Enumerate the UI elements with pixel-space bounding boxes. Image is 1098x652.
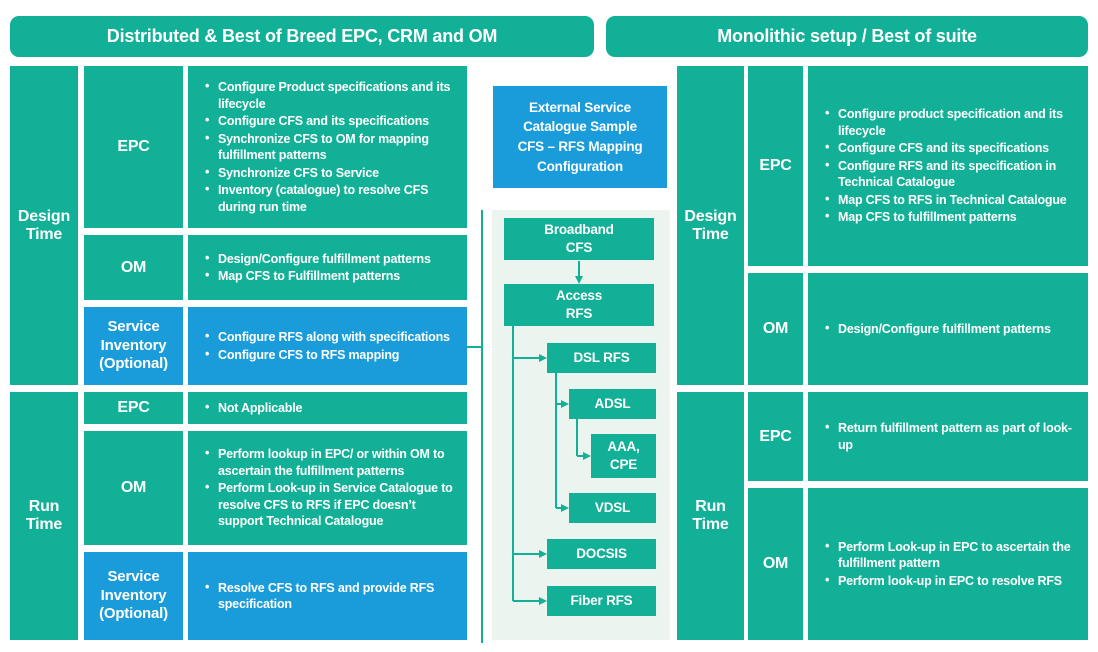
bullet-list: Design/Configure fulfillment patterns — [808, 314, 1055, 345]
bullet-list: Perform lookup in EPC/ or within OM to a… — [188, 439, 467, 537]
bullet-item: Perform Look-up in Service Catalogue to … — [205, 479, 463, 530]
left-run-epc-content: Not Applicable — [188, 392, 467, 424]
right-panel-header: Monolithic setup / Best of suite — [606, 16, 1088, 57]
bullet-list: Configure product specification and its … — [808, 99, 1088, 233]
left-design-service-inventory-label: Service Inventory (Optional) — [84, 307, 183, 385]
left-design-service-inventory-content: Configure RFS along with specificationsC… — [188, 307, 467, 385]
flow-node-docsis: DOCSIS — [547, 539, 656, 569]
bullet-item: Design/Configure fulfillment patterns — [825, 320, 1051, 338]
bullet-item: Map CFS to Fulfillment patterns — [205, 267, 431, 285]
bullet-item: Configure CFS to RFS mapping — [205, 346, 450, 364]
flow-node-fiber-rfs: Fiber RFS — [547, 586, 656, 616]
bullet-list: Design/Configure fulfillment patternsMap… — [188, 244, 435, 292]
left-design-om-label: OM — [84, 235, 183, 300]
flow-node-dsl-rfs: DSL RFS — [547, 343, 656, 373]
flow-node-vdsl: VDSL — [569, 493, 656, 523]
bullet-list: Not Applicable — [188, 393, 306, 424]
left-run-om-label: OM — [84, 431, 183, 545]
right-run-epc-content: Return fulfillment pattern as part of lo… — [808, 392, 1088, 481]
left-design-epc-content: Configure Product specifications and its… — [188, 66, 467, 228]
bullet-item: Configure CFS and its specifications — [825, 139, 1084, 157]
right-run-om-label: OM — [748, 488, 803, 640]
right-design-epc-label: EPC — [748, 66, 803, 266]
bullet-item: Synchronize CFS to Service — [205, 164, 463, 182]
bullet-item: Perform look-up in EPC to resolve RFS — [825, 572, 1084, 590]
bullet-item: Configure RFS and its specification in T… — [825, 157, 1084, 191]
bullet-item: Perform lookup in EPC/ or within OM to a… — [205, 445, 463, 479]
left-run-epc-label: EPC — [84, 392, 183, 424]
flow-node-aaa-cpe: AAA, CPE — [591, 434, 656, 478]
left-design-om-content: Design/Configure fulfillment patternsMap… — [188, 235, 467, 300]
bullet-list: Perform Look-up in EPC to ascertain the … — [808, 532, 1088, 597]
bullet-item: Map CFS to RFS in Technical Catalogue — [825, 191, 1084, 209]
left-run-om-content: Perform lookup in EPC/ or within OM to a… — [188, 431, 467, 545]
service-inventory-horizontal-connector — [467, 346, 483, 348]
right-run-om-content: Perform Look-up in EPC to ascertain the … — [808, 488, 1088, 640]
flow-node-adsl: ADSL — [569, 389, 656, 419]
bullet-list: Return fulfillment pattern as part of lo… — [808, 413, 1088, 460]
external-service-catalogue-callout: External Service Catalogue Sample CFS – … — [493, 86, 667, 188]
right-design-time-label: Design Time — [677, 66, 744, 385]
right-design-epc-content: Configure product specification and its … — [808, 66, 1088, 266]
left-panel-header: Distributed & Best of Breed EPC, CRM and… — [10, 16, 594, 57]
bullet-item: Configure RFS along with specifications — [205, 328, 450, 346]
service-inventory-spine-connector — [481, 210, 483, 643]
left-run-time-label: Run Time — [10, 392, 78, 640]
bullet-item: Configure CFS and its specifications — [205, 112, 463, 130]
right-design-om-content: Design/Configure fulfillment patterns — [808, 273, 1088, 385]
left-design-time-label: Design Time — [10, 66, 78, 385]
bullet-item: Inventory (catalogue) to resolve CFS dur… — [205, 181, 463, 215]
bullet-item: Not Applicable — [205, 399, 302, 417]
bullet-item: Configure Product specifications and its… — [205, 78, 463, 112]
flow-node-access-rfs: Access RFS — [504, 284, 654, 326]
bullet-list: Configure Product specifications and its… — [188, 72, 467, 222]
bullet-item: Map CFS to fulfillment patterns — [825, 208, 1084, 226]
left-design-epc-label: EPC — [84, 66, 183, 228]
flow-node-broadband-cfs: Broadband CFS — [504, 218, 654, 260]
bullet-item: Synchronize CFS to OM for mapping fulfil… — [205, 130, 463, 164]
bullet-list: Configure RFS along with specificationsC… — [188, 322, 454, 370]
bullet-item: Resolve CFS to RFS and provide RFS speci… — [205, 579, 463, 613]
left-run-service-inventory-label: Service Inventory (Optional) — [84, 552, 183, 640]
cfs-rfs-mapping-panel — [492, 210, 670, 640]
bullet-item: Perform Look-up in EPC to ascertain the … — [825, 538, 1084, 572]
right-run-epc-label: EPC — [748, 392, 803, 481]
right-run-time-label: Run Time — [677, 392, 744, 640]
bullet-item: Design/Configure fulfillment patterns — [205, 250, 431, 268]
left-run-service-inventory-content: Resolve CFS to RFS and provide RFS speci… — [188, 552, 467, 640]
bullet-item: Return fulfillment pattern as part of lo… — [825, 419, 1084, 453]
right-design-om-label: OM — [748, 273, 803, 385]
bullet-list: Resolve CFS to RFS and provide RFS speci… — [188, 573, 467, 620]
bullet-item: Configure product specification and its … — [825, 105, 1084, 139]
